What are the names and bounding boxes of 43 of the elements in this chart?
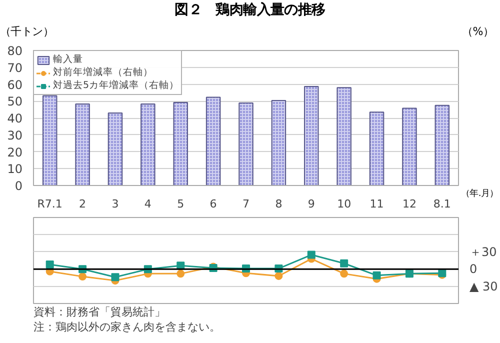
- y-tick-label: 0: [470, 262, 478, 276]
- point: [111, 273, 120, 282]
- text: 注：鶏肉以外の家きん肉を含まない。: [34, 320, 220, 334]
- x-tick-label: 12: [402, 198, 416, 210]
- x-tick-label: 4: [144, 198, 152, 210]
- point: [307, 250, 316, 259]
- x-axis-title: （年.月）: [461, 189, 498, 200]
- x-tick-label: 8: [275, 198, 282, 210]
- x-tick-label: 11: [370, 198, 384, 210]
- y-tick-label: ＋30: [470, 244, 497, 259]
- point: [340, 270, 348, 278]
- y-tick-label: 80: [7, 44, 23, 58]
- x-tick-label: 5: [177, 198, 184, 210]
- point: [274, 272, 283, 280]
- y-tick-label: 60: [7, 78, 23, 92]
- y-tick-label: 10: [7, 162, 23, 176]
- x-tick-label: 10: [337, 198, 352, 210]
- point: [176, 270, 185, 278]
- y-tick-label: 40: [7, 112, 23, 126]
- y-tick-label: 20: [7, 145, 23, 160]
- legend-label: 対前年増減率（右軸）: [53, 66, 153, 79]
- x-tick-label: R7.1: [37, 198, 62, 210]
- y-tick-label: 30: [7, 128, 23, 142]
- point: [372, 271, 381, 280]
- point: [46, 260, 54, 269]
- chart-title: 図２ 鶏肉輸入量の推移: [174, 2, 326, 18]
- x-tick-label: 6: [210, 198, 217, 210]
- y-tick-label: 70: [7, 60, 23, 75]
- point: [340, 259, 348, 268]
- text: 資料：財務省「貿易統計」: [34, 306, 166, 318]
- y-tick-label: ▲ 30: [470, 279, 498, 294]
- x-tick-label: 7: [242, 198, 250, 210]
- legend-label: 対過去5カ年増減率（右軸）: [53, 79, 180, 92]
- x-tick-label: 8.1: [433, 198, 451, 210]
- text: （%）: [462, 25, 494, 38]
- x-tick-label: 2: [79, 198, 86, 210]
- legend-label: 輸入量: [53, 53, 83, 66]
- x-tick-label: 9: [308, 198, 315, 210]
- y-tick-label: 50: [7, 94, 23, 109]
- y-axis-title: （千トン）: [0, 25, 54, 38]
- point: [78, 272, 87, 281]
- y-tick-label: 0: [14, 179, 23, 193]
- x-tick-label: 3: [112, 198, 119, 210]
